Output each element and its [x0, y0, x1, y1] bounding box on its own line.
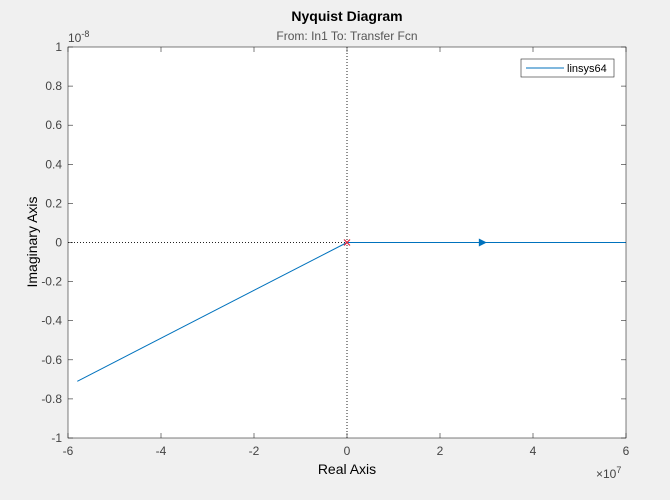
y-tick-label: 0.4 [45, 157, 62, 171]
x-tick-label: 2 [437, 444, 444, 458]
y-tick-label: 0.2 [45, 196, 62, 210]
legend: linsys64 [520, 58, 615, 78]
plot-border [67, 46, 627, 439]
x-tick-label: -6 [63, 444, 74, 458]
y-tick-label: 1 [55, 40, 62, 54]
x-axis-label: Real Axis [318, 461, 376, 477]
direction-arrow [478, 238, 487, 247]
y-tick-label: -1 [51, 431, 62, 445]
x-tick-label: 4 [530, 444, 537, 458]
critical-point-marker [343, 239, 351, 246]
y-tick-label: -0.6 [41, 353, 62, 367]
y-tick-label: 0.8 [45, 79, 62, 93]
y-tick-label: -0.2 [41, 275, 62, 289]
x-exponent-label: ×107 [596, 465, 621, 481]
legend-box [520, 58, 615, 78]
x-tick-label: 6 [623, 444, 630, 458]
chart-subtitle: From: In1 To: Transfer Fcn [276, 29, 417, 43]
x-tick-label: 0 [344, 444, 351, 458]
legend-label: linsys64 [567, 63, 607, 75]
y-exponent-label: 10-8 [68, 29, 89, 45]
x-tick-label: -2 [249, 444, 260, 458]
series-line-linsys64 [77, 242, 348, 382]
y-tick-label: -0.8 [41, 392, 62, 406]
y-tick-label: -0.4 [41, 314, 62, 328]
y-tick-label: 0.6 [45, 118, 62, 132]
y-tick-label: 0 [55, 236, 62, 250]
x-tick-label: -4 [156, 444, 167, 458]
chart-title: Nyquist Diagram [291, 8, 402, 24]
y-axis-label: Imaginary Axis [24, 196, 40, 287]
